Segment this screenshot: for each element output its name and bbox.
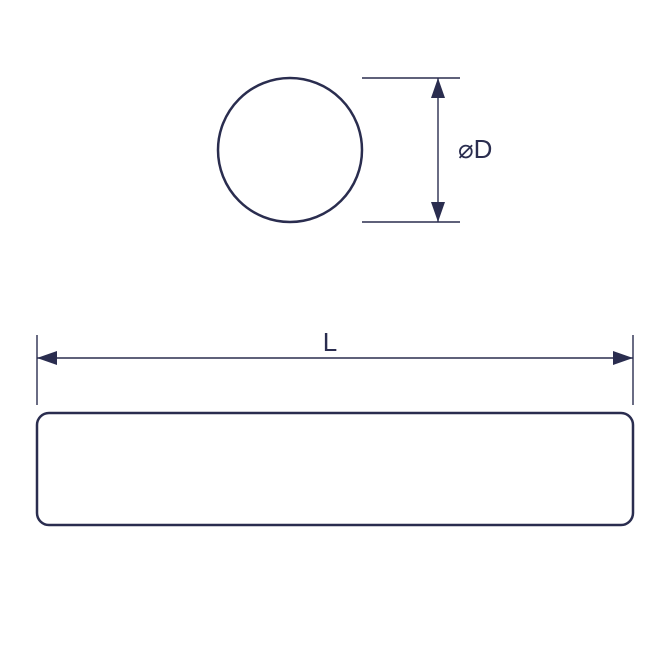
technical-drawing: ⌀D L	[0, 0, 670, 670]
diameter-label: ⌀D	[458, 134, 492, 164]
rod-cross-section	[218, 78, 362, 222]
rod-side-view	[37, 413, 633, 525]
arrowhead	[431, 202, 445, 222]
arrowhead	[431, 78, 445, 98]
arrowhead	[613, 351, 633, 365]
arrowhead	[37, 351, 57, 365]
length-label: L	[323, 327, 337, 357]
